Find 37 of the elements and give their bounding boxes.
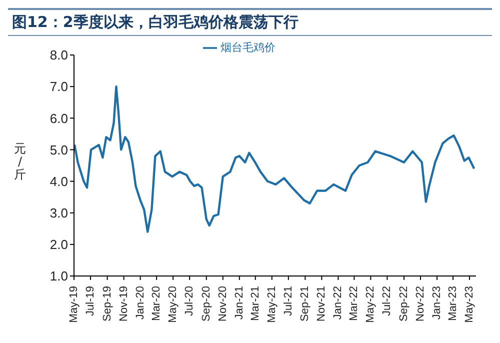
x-tick-label: May-20 <box>167 286 180 323</box>
x-tick-label: Sep-22 <box>398 286 410 322</box>
y-tick-label: 6.0 <box>50 110 68 126</box>
x-tick-label: Nov-19 <box>118 286 130 322</box>
x-tick-label: Mar-21 <box>249 286 262 321</box>
x-tick-label: Jul-21 <box>282 286 294 316</box>
x-tick-label: May-22 <box>364 286 377 323</box>
x-tick-label: Sep-19 <box>101 286 114 322</box>
x-tick-label: Jan-21 <box>233 286 246 320</box>
line-series <box>74 85 476 233</box>
y-axis-title: 元/斤 <box>14 142 26 182</box>
x-tick-label: Mar-23 <box>446 286 459 321</box>
x-tick-label: Jul-20 <box>184 286 196 316</box>
y-tick-label: 7.0 <box>50 79 68 94</box>
y-tick-label: 8.0 <box>50 48 68 63</box>
y-tick-label: 5.0 <box>50 142 68 158</box>
x-tick-label: Nov-20 <box>216 286 229 322</box>
x-tick-label: Mar-20 <box>150 286 163 321</box>
x-tick-label: Jul-22 <box>381 286 394 316</box>
x-tick-label: Jan-23 <box>431 286 444 320</box>
x-tick-label: Jul-19 <box>84 286 97 316</box>
y-tick-label: 3.0 <box>50 205 68 220</box>
x-tick-label: May-23 <box>464 286 476 323</box>
x-tick-label: Jan-22 <box>332 286 344 320</box>
legend-label: 烟台毛鸡价 <box>220 41 276 54</box>
x-tick-label: Sep-21 <box>299 286 312 322</box>
x-tick-label: Nov-22 <box>414 286 427 322</box>
chart-title: 图12：2季度以来，白羽毛鸡价格震荡下行 <box>8 8 492 36</box>
x-tick-label: Nov-21 <box>316 286 328 322</box>
y-tick-label: 2.0 <box>50 237 68 252</box>
x-tick-label: Mar-22 <box>348 286 360 321</box>
x-tick-label: May-19 <box>68 286 80 323</box>
y-tick-label: 4.0 <box>50 174 68 189</box>
y-tick-label: 1.0 <box>50 268 68 284</box>
x-tick-label: May-21 <box>266 286 278 323</box>
x-tick-label: Sep-20 <box>200 286 212 322</box>
x-tick-label: Jan-20 <box>134 286 146 320</box>
